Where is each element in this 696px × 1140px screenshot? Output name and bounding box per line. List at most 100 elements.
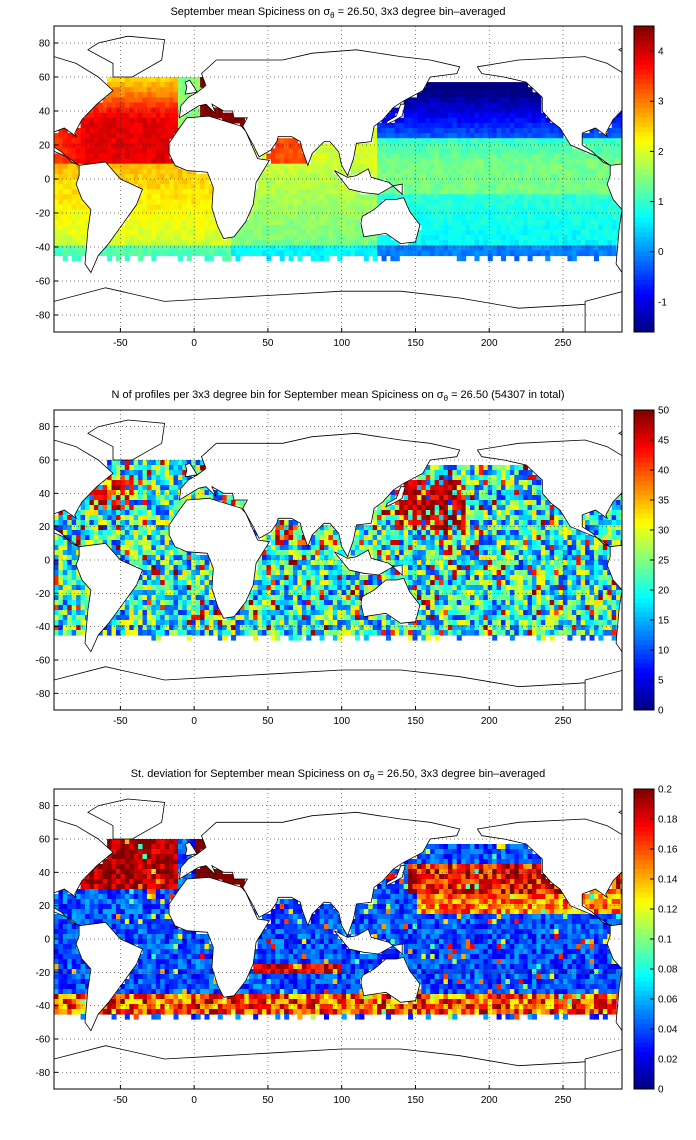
data-cell bbox=[80, 214, 86, 221]
data-cell bbox=[319, 525, 325, 531]
data-cell bbox=[443, 82, 449, 88]
y-tick-label: -80 bbox=[36, 311, 51, 322]
data-cell bbox=[607, 540, 613, 546]
data-cell bbox=[408, 500, 414, 506]
data-cell bbox=[169, 560, 175, 566]
data-cell bbox=[173, 184, 179, 190]
data-cell bbox=[301, 230, 307, 236]
data-cell bbox=[138, 158, 144, 165]
data-cell bbox=[54, 555, 60, 561]
data-cell bbox=[279, 555, 285, 561]
data-cell bbox=[509, 530, 515, 536]
data-cell bbox=[151, 495, 157, 501]
data-cell bbox=[518, 158, 524, 165]
data-cell bbox=[580, 535, 586, 541]
data-cell bbox=[67, 515, 73, 521]
data-cell bbox=[120, 460, 126, 466]
data-cell bbox=[496, 117, 502, 124]
data-cell bbox=[115, 92, 121, 98]
data-cell bbox=[67, 565, 73, 571]
data-cell bbox=[151, 184, 157, 190]
data-cell bbox=[496, 505, 502, 511]
data-cell bbox=[447, 148, 453, 155]
data-cell bbox=[598, 240, 604, 246]
data-cell bbox=[602, 250, 608, 257]
data-cell bbox=[554, 515, 560, 521]
data-cell bbox=[297, 255, 303, 262]
data-cell bbox=[177, 505, 183, 511]
data-cell bbox=[518, 545, 524, 551]
data-cell bbox=[501, 199, 507, 206]
data-cell bbox=[465, 128, 471, 134]
data-cell bbox=[456, 224, 462, 231]
data-cell bbox=[514, 92, 520, 98]
data-cell bbox=[173, 209, 179, 216]
data-cell bbox=[527, 199, 533, 206]
data-cell bbox=[589, 204, 595, 211]
data-cell bbox=[616, 525, 622, 531]
data-cell bbox=[231, 235, 237, 241]
data-cell bbox=[518, 153, 524, 160]
data-cell bbox=[173, 565, 179, 571]
data-cell bbox=[505, 102, 511, 109]
data-cell bbox=[306, 545, 312, 551]
data-cell bbox=[377, 173, 383, 180]
data-cell bbox=[456, 530, 462, 536]
data-cell bbox=[452, 485, 458, 491]
data-cell bbox=[425, 128, 431, 134]
data-cell bbox=[571, 540, 577, 546]
data-cell bbox=[496, 97, 502, 104]
data-cell bbox=[461, 570, 467, 576]
data-cell bbox=[107, 485, 113, 491]
coastline-namerica bbox=[54, 56, 114, 166]
data-cell bbox=[297, 565, 303, 571]
data-cell bbox=[487, 143, 493, 149]
data-cell bbox=[275, 560, 281, 566]
data-cell bbox=[611, 240, 617, 246]
data-cell bbox=[532, 209, 538, 216]
data-cell bbox=[421, 495, 427, 501]
data-cell bbox=[76, 168, 82, 175]
data-cell bbox=[447, 505, 453, 511]
data-cell bbox=[266, 153, 272, 160]
data-cell bbox=[443, 112, 449, 119]
data-cell bbox=[372, 204, 378, 211]
data-cell bbox=[421, 87, 427, 93]
data-cell bbox=[279, 540, 285, 546]
data-cell bbox=[567, 163, 573, 170]
data-cell bbox=[514, 530, 520, 536]
data-cell bbox=[514, 224, 520, 231]
data-cell bbox=[465, 209, 471, 216]
data-cell bbox=[416, 209, 422, 216]
data-cell bbox=[279, 173, 285, 180]
data-cell bbox=[385, 235, 391, 241]
data-cell bbox=[177, 219, 183, 226]
data-cell bbox=[505, 470, 511, 476]
data-cell bbox=[155, 219, 161, 226]
data-cell bbox=[478, 525, 484, 531]
data-cell bbox=[381, 143, 387, 149]
data-cell bbox=[501, 194, 507, 200]
data-cell bbox=[133, 525, 139, 531]
data-cell bbox=[275, 250, 281, 257]
data-cell bbox=[607, 245, 613, 251]
data-cell bbox=[173, 550, 179, 556]
data-cell bbox=[403, 550, 409, 556]
data-cell bbox=[319, 240, 325, 246]
data-cell bbox=[465, 545, 471, 551]
data-cell bbox=[549, 138, 555, 144]
data-cell bbox=[576, 240, 582, 246]
data-cell bbox=[89, 520, 95, 526]
data-cell bbox=[465, 138, 471, 144]
data-cell bbox=[169, 230, 175, 236]
data-cell bbox=[412, 214, 418, 221]
data-cell bbox=[518, 540, 524, 546]
data-cell bbox=[133, 230, 139, 236]
data-cell bbox=[496, 470, 502, 476]
data-cell bbox=[102, 515, 108, 521]
data-cell bbox=[474, 555, 480, 561]
data-cell bbox=[425, 122, 431, 129]
data-cell bbox=[593, 555, 599, 561]
data-cell bbox=[554, 204, 560, 211]
data-cell bbox=[465, 550, 471, 556]
